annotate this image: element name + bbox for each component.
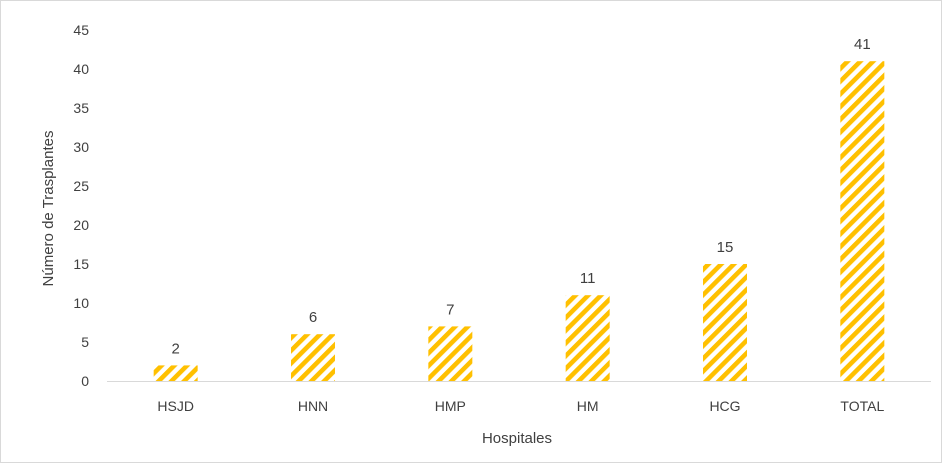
x-tick-label: HM <box>577 398 599 414</box>
data-label: 41 <box>854 36 871 53</box>
y-tick-label: 30 <box>73 139 89 155</box>
bar-hnn <box>291 334 335 381</box>
bar-hm <box>565 295 610 381</box>
bar-hcg <box>703 264 747 381</box>
x-axis-title: Hospitales <box>482 430 552 447</box>
x-tick-label: HCG <box>709 398 740 414</box>
y-tick-label: 15 <box>73 256 89 272</box>
x-tick-label: HNN <box>298 398 328 414</box>
data-labels: 2 6 7 11 15 41 <box>171 36 870 357</box>
y-tick-label: 45 <box>73 22 89 38</box>
bar-hmp <box>428 326 473 381</box>
data-label: 6 <box>309 309 317 326</box>
y-tick-label: 40 <box>73 61 89 77</box>
x-tick-label: TOTAL <box>840 398 884 414</box>
x-tick-label: HMP <box>435 398 466 414</box>
y-tick-label: 25 <box>73 178 89 194</box>
data-label: 11 <box>580 270 596 287</box>
y-tick-label: 10 <box>73 295 89 311</box>
bar-hsjd <box>153 365 198 381</box>
bars <box>153 61 885 381</box>
data-label: 7 <box>446 301 454 318</box>
y-axis-ticks: 0 5 10 15 20 25 30 35 40 45 <box>73 22 89 389</box>
y-tick-label: 20 <box>73 217 89 233</box>
y-axis-title: Número de Trasplantes <box>40 131 57 287</box>
data-label: 15 <box>717 239 734 256</box>
y-tick-label: 35 <box>73 100 89 116</box>
y-tick-label: 0 <box>81 373 89 389</box>
data-label: 2 <box>171 340 179 357</box>
y-tick-label: 5 <box>81 334 89 350</box>
x-tick-label: HSJD <box>157 398 194 414</box>
x-axis-categories: HSJD HNN HMP HM HCG TOTAL <box>157 398 884 414</box>
bar-total <box>840 61 885 381</box>
